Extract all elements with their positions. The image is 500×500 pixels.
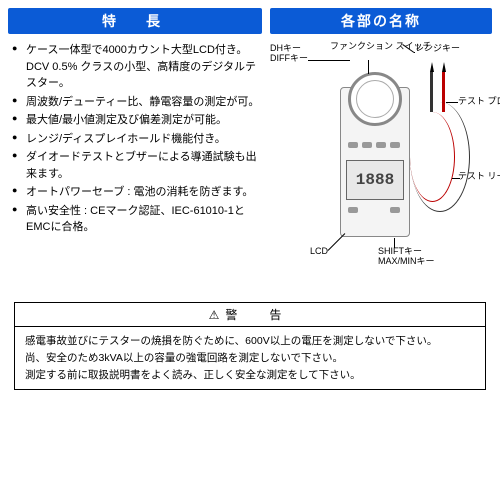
feature-item: ダイオードテストとブザーによる導通試験も出来ます。 [12, 149, 262, 182]
probe-tip [442, 62, 446, 72]
cable [410, 112, 455, 202]
feature-item: 最大値/最小値測定及び偏差測定が可能。 [12, 112, 262, 129]
warning-line: 測定する前に取扱説明書をよく読み、正しく安全な測定をして下さい。 [25, 367, 475, 384]
feature-item: 周波数/デューティー比、静電容量の測定が可。 [12, 94, 262, 111]
probe-tip [430, 62, 434, 72]
label-dh: DHキーDIFFキー [270, 44, 308, 64]
label-lead: テスト リード [458, 172, 500, 182]
warning-line: 感電事故並びにテスターの焼損を防ぐために、600V以上の電圧を測定しないで下さい… [25, 333, 475, 350]
meter-lcd: 1888 [346, 160, 404, 200]
meter-button [348, 142, 358, 148]
feature-item: ケース一体型で4000カウント大型LCD付き。DCV 0.5% クラスの小型、高… [12, 42, 262, 92]
label-lcd: LCD [310, 247, 328, 257]
warning-box: ⚠警 告 感電事故並びにテスターの焼損を防ぐために、600V以上の電圧を測定しな… [14, 302, 486, 390]
meter-button [390, 207, 400, 213]
warning-line: 尚、安全のため3kVA以上の容量の強電回路を測定しないで下さい。 [25, 350, 475, 367]
feature-item: オートパワーセーブ : 電池の消耗を防ぎます。 [12, 184, 262, 201]
warning-icon: ⚠ [209, 308, 220, 322]
meter-button [390, 142, 400, 148]
parts-diagram: 1888 DHキーDIFFキー ファンクション スイッチ レンジキー テスト [270, 42, 490, 282]
warning-body: 感電事故並びにテスターの焼損を防ぐために、600V以上の電圧を測定しないで下さい… [15, 327, 485, 389]
feature-item: 高い安全性 : CEマーク認証、IEC-61010-1とEMCに合格。 [12, 203, 262, 236]
parts-header: 各部の名称 [270, 8, 492, 34]
meter-clamp-inner [356, 80, 394, 118]
features-header: 特 長 [8, 8, 262, 34]
label-range: レンジキー [415, 44, 460, 54]
warning-title: ⚠警 告 [15, 303, 485, 327]
label-shift: SHIFTキーMAX/MINキー [378, 247, 435, 267]
meter-button [376, 142, 386, 148]
label-probe: テスト プロッド [458, 97, 500, 107]
meter-button [362, 142, 372, 148]
feature-item: レンジ/ディスプレイホールド機能付き。 [12, 131, 262, 148]
features-list: ケース一体型で4000カウント大型LCD付き。DCV 0.5% クラスの小型、高… [8, 42, 262, 236]
meter-button [348, 207, 358, 213]
